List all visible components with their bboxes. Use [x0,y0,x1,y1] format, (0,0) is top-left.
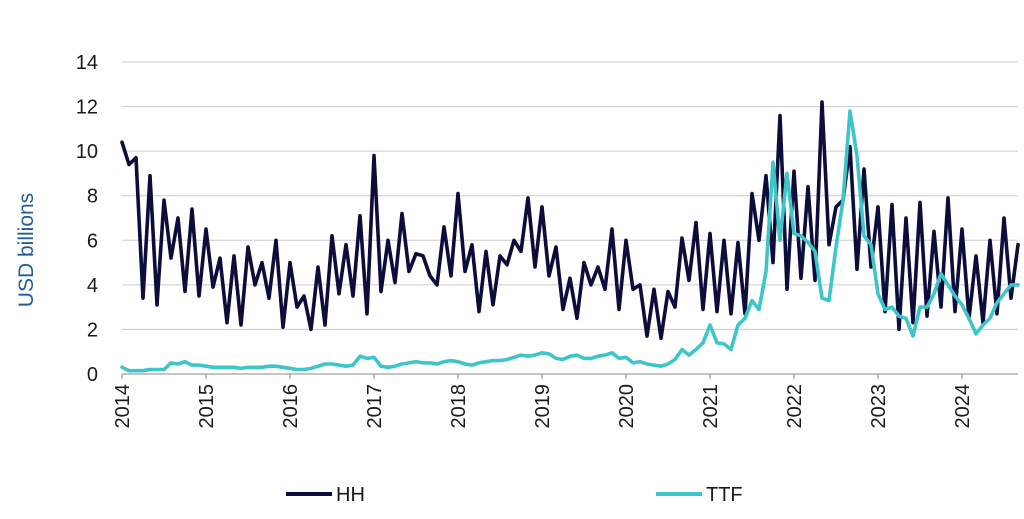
x-tick-label: 2015 [196,384,218,429]
y-tick-label: 10 [76,141,98,163]
x-tick-label: 2022 [784,384,806,429]
series-line-ttf [120,109,1020,373]
y-tick-label: 2 [87,319,98,341]
y-tick-label: 6 [87,230,98,252]
series-line-hh [120,100,1020,341]
y-tick-label: 4 [87,275,98,297]
y-tick-label: 8 [87,186,98,208]
x-tick-label: 2019 [532,384,554,429]
x-tick-label: 2018 [448,384,470,429]
y-tick-label: 12 [76,97,98,119]
x-tick-label: 2014 [112,384,134,429]
x-tick-label: 2024 [952,384,974,429]
y-tick-label: 0 [87,364,98,386]
x-tick-label: 2016 [280,384,302,429]
x-tick-label: 2020 [616,384,638,429]
x-tick-label: 2021 [700,384,722,429]
x-tick-label: 2023 [868,384,890,429]
series-lines [120,100,1020,373]
legend: HH TTF [286,484,743,506]
legend-label-hh: HH [336,484,365,506]
x-tick-labels: 2014 2015 2016 2017 2018 2019 2020 2021 2022 2023… [112,374,974,429]
x-tick-label: 2017 [364,384,386,429]
legend-label-ttf: TTF [706,484,743,506]
y-axis-label: USD billions [15,193,38,307]
y-tick-labels: 0 2 4 6 8 10 12 14 [76,52,98,386]
y-tick-label: 14 [76,52,98,74]
